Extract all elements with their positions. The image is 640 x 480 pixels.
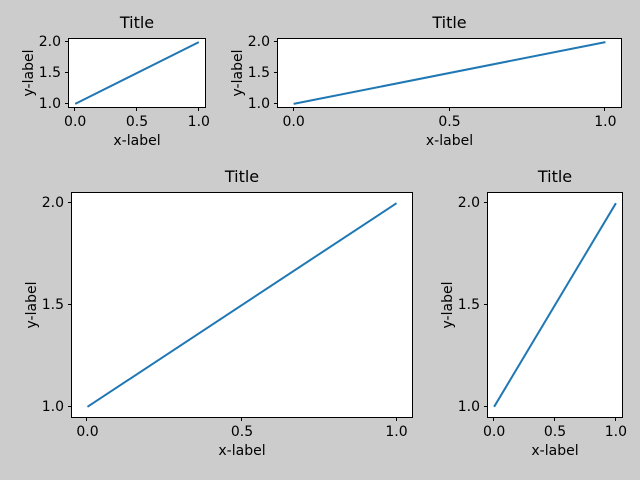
- subplot-top-right: Title y-label 0.0 0.5 1.0 2.0 1.5 1.0 x-…: [230, 13, 622, 149]
- y-tick-mark: [484, 304, 488, 305]
- x-tick-mark: [448, 107, 450, 111]
- y-tick-label: 2.0: [247, 34, 270, 51]
- x-tick-label: 0.0: [482, 424, 506, 440]
- x-tick-label: 0.0: [76, 424, 99, 440]
- x-tick-label: 0.5: [230, 424, 254, 440]
- line-chart-canvas: [72, 193, 412, 417]
- y-tick-label: 2.0: [41, 195, 64, 212]
- data-line: [75, 42, 199, 104]
- y-tick-mark: [65, 41, 69, 43]
- y-tick-label: 2.0: [38, 34, 61, 51]
- y-tick-label: 1.0: [41, 398, 64, 415]
- x-tick-label: 1.0: [604, 424, 628, 440]
- data-line: [494, 203, 616, 407]
- y-tick-mark: [65, 102, 69, 104]
- x-tick-mark: [241, 417, 242, 421]
- line-chart-canvas: [488, 193, 622, 417]
- x-axis-label: x-label: [113, 133, 161, 149]
- subplot-bottom-left: Title y-label 0.0 0.5 1.0 2.0 1.5 1.0 x-…: [24, 167, 413, 459]
- x-tick-label: 0.5: [125, 114, 149, 130]
- x-tick-mark: [197, 107, 199, 111]
- y-tick-mark: [68, 304, 72, 305]
- y-tick-mark: [484, 405, 488, 407]
- x-tick-label: 1.0: [594, 114, 617, 130]
- y-tick-label: 1.0: [38, 95, 61, 112]
- x-tick-label: 0.5: [438, 114, 461, 130]
- subplot-bottom-right: Title y-label 0.0 0.5 1.0 2.0 1.5 1.0 x-…: [440, 167, 627, 459]
- y-tick-label: 1.0: [247, 95, 270, 112]
- y-tick-mark: [274, 102, 278, 104]
- y-tick-label: 1.5: [38, 65, 61, 81]
- x-tick-mark: [493, 417, 495, 421]
- y-tick-mark: [484, 202, 488, 204]
- y-tick-label: 1.5: [41, 297, 64, 313]
- x-tick-mark: [86, 417, 88, 421]
- y-tick-label: 2.0: [457, 195, 480, 212]
- subplot-top-left: Title y-label 0.0 0.5 1.0 2.0 1.5 1.0 x-…: [21, 13, 210, 149]
- x-tick-label: 1.0: [187, 114, 210, 130]
- y-tick-mark: [274, 41, 278, 43]
- plot-title: Title: [224, 167, 260, 186]
- data-line: [294, 42, 606, 104]
- x-axis-label: x-label: [531, 443, 579, 459]
- y-axis-label: y-label: [24, 281, 40, 329]
- x-tick-mark: [554, 417, 555, 421]
- x-tick-label: 0.0: [64, 114, 87, 130]
- y-axis-label: y-label: [440, 281, 456, 329]
- x-tick-mark: [395, 417, 397, 421]
- x-axis-label: x-label: [218, 443, 266, 459]
- line-chart-canvas: [69, 39, 205, 107]
- y-axis-label: y-label: [21, 49, 37, 97]
- x-tick-mark: [74, 107, 76, 111]
- x-axis-label: x-label: [425, 133, 474, 149]
- y-tick-label: 1.5: [457, 297, 480, 313]
- plot-title: Title: [432, 13, 467, 32]
- y-tick-mark: [68, 202, 72, 204]
- y-tick-label: 1.5: [247, 65, 270, 81]
- y-tick-mark: [68, 405, 72, 407]
- plot-title: Title: [537, 167, 573, 186]
- y-axis-label: y-label: [230, 49, 246, 97]
- x-tick-label: 1.0: [385, 424, 408, 440]
- y-tick-mark: [274, 72, 278, 73]
- y-tick-label: 1.0: [457, 398, 480, 415]
- data-line: [87, 203, 396, 407]
- x-tick-mark: [292, 107, 294, 111]
- x-tick-label: 0.5: [543, 424, 567, 440]
- x-tick-mark: [136, 107, 137, 111]
- y-tick-mark: [65, 72, 69, 73]
- x-tick-label: 0.0: [282, 114, 305, 130]
- plot-title: Title: [119, 13, 155, 32]
- x-tick-mark: [614, 417, 616, 421]
- line-chart-canvas: [278, 39, 621, 107]
- x-tick-mark: [604, 107, 606, 111]
